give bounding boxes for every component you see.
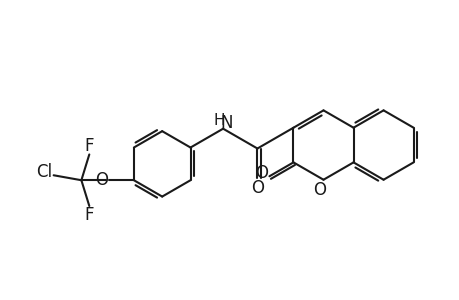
Text: O: O <box>313 181 325 199</box>
Text: N: N <box>220 114 233 132</box>
Text: F: F <box>84 206 94 224</box>
Text: O: O <box>251 179 263 197</box>
Text: O: O <box>254 164 268 182</box>
Text: F: F <box>84 136 94 154</box>
Text: H: H <box>213 113 224 128</box>
Text: O: O <box>95 171 107 189</box>
Text: Cl: Cl <box>36 163 52 181</box>
